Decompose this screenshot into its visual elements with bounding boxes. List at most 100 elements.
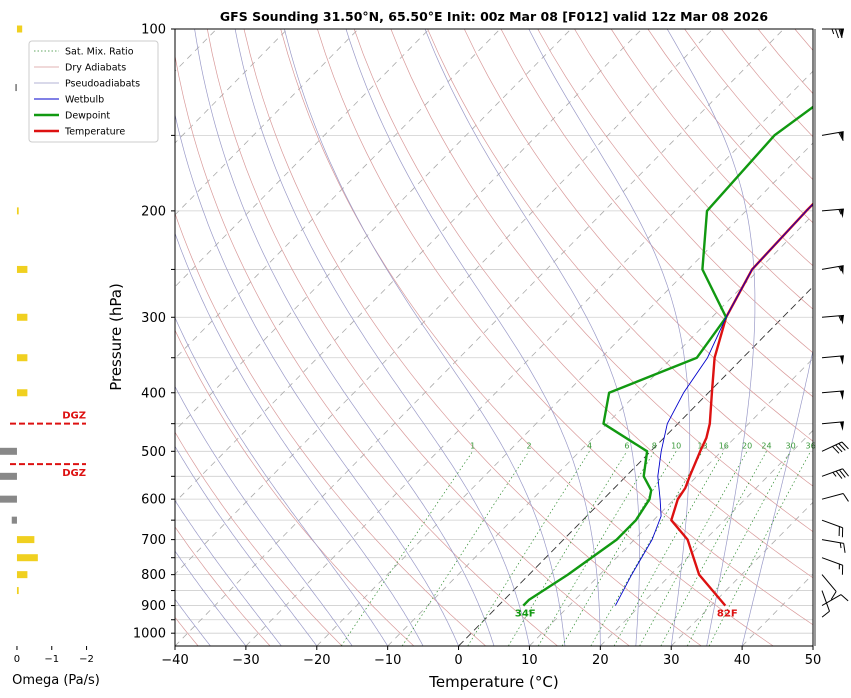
isotherm-line <box>175 29 501 360</box>
mixing-ratio-line <box>537 451 655 646</box>
barb-full <box>843 543 846 553</box>
y-tick-label: 500 <box>141 445 166 460</box>
isotherm-line <box>458 286 813 646</box>
pseudoadiabat-line <box>175 598 211 646</box>
plot-frame <box>174 28 814 647</box>
dry-adiabat-line <box>390 29 813 533</box>
wind-barb <box>821 265 844 275</box>
barb-full <box>835 444 843 453</box>
barb-full <box>838 28 843 39</box>
dry-adiabat-line <box>317 29 813 626</box>
barb-flag <box>839 265 844 275</box>
dry-adiabat-line <box>574 29 813 310</box>
mixing-ratio-line <box>401 451 530 646</box>
omega-bar <box>16 25 23 33</box>
barb-flag <box>839 131 844 141</box>
barb-half <box>838 266 842 272</box>
pseudoadiabat-line <box>741 348 813 646</box>
barb-half <box>832 472 837 477</box>
omega-bar <box>16 571 28 579</box>
isotherm-line <box>316 142 813 646</box>
omega-bar <box>16 265 28 273</box>
wind-barb <box>821 519 844 538</box>
y-tick-label: 700 <box>141 533 166 548</box>
omega-tick-label: 0 <box>14 654 20 665</box>
wind-barb <box>822 28 844 39</box>
mixing-ratio-line <box>341 451 473 646</box>
y-tick-label: 100 <box>141 23 166 38</box>
legend-label: Pseudoadiabats <box>65 79 140 90</box>
barb-full <box>835 470 843 479</box>
annotation-temperature: 82F <box>717 609 738 620</box>
wind-barb <box>821 208 844 219</box>
wind-barb <box>821 557 844 575</box>
pseudoadiabat-line <box>424 29 640 646</box>
dry-adiabat-line <box>721 29 813 138</box>
pseudoadiabat-line <box>194 29 495 646</box>
omega-axis-label: Omega (Pa/s) <box>12 673 100 688</box>
x-tick-label: 20 <box>592 653 609 668</box>
wind-barb <box>821 314 844 325</box>
wind-barb <box>821 594 849 607</box>
dgz-label: DGZ <box>62 411 86 422</box>
barb-shaft <box>821 539 844 544</box>
omega-bar <box>16 354 28 362</box>
mixing-ratio-label: 30 <box>786 441 796 450</box>
omega-bar <box>0 447 17 455</box>
annotation-dewpoint: 34F <box>515 609 536 620</box>
dry-adiabat-line <box>427 29 813 487</box>
dry-adiabat-line <box>175 431 343 646</box>
dry-adiabat-line <box>684 29 813 181</box>
barb-shaft <box>821 441 843 452</box>
isotherm-line <box>175 29 572 431</box>
omega-bar <box>16 313 28 321</box>
omega-bar <box>15 84 17 92</box>
barb-full <box>835 28 839 39</box>
barb-shaft <box>821 594 842 607</box>
barb-shaft <box>821 493 844 500</box>
isotherm-line <box>245 70 813 646</box>
legend-label: Wetbulb <box>65 95 104 106</box>
barb-shaft <box>821 574 837 592</box>
mixing-ratio-label: 10 <box>671 441 681 450</box>
barb-full <box>838 469 846 478</box>
mixing-ratio-label: 36 <box>805 441 815 450</box>
x-tick-label: −10 <box>374 653 401 668</box>
wind-barb <box>821 390 844 401</box>
barb-flag <box>840 29 844 38</box>
barb-shaft <box>821 208 844 212</box>
barb-shaft <box>821 131 844 136</box>
y-tick-label: 300 <box>141 311 166 326</box>
barb-half <box>839 542 842 549</box>
mixing-ratio-line <box>613 451 725 646</box>
mixing-ratio-line <box>467 451 590 646</box>
barb-flag <box>839 421 844 431</box>
y-tick-label: 900 <box>141 599 166 614</box>
mixing-ratio-label: 8 <box>652 441 657 450</box>
barb-full <box>832 446 840 454</box>
isotherm-line <box>600 429 813 646</box>
isotherm-line <box>175 29 714 575</box>
legend: Sat. Mix. Ratio Dry Adiabats Pseudoadiabat… <box>28 40 159 143</box>
wind-barb <box>821 539 846 553</box>
mixing-ratio-line <box>590 451 703 646</box>
barb-shaft <box>821 265 844 270</box>
barb-flag <box>839 315 844 325</box>
isotherm-line <box>175 29 643 503</box>
x-tick-label: 30 <box>663 653 680 668</box>
dry-adiabat-line <box>832 29 851 646</box>
omega-bar <box>16 536 35 544</box>
x-tick-label: 40 <box>734 653 751 668</box>
pseudoadiabat-line <box>284 29 566 646</box>
pseudoadiabat-line <box>528 29 691 646</box>
wind-barb <box>821 590 830 618</box>
pseudoadiabat-line <box>666 29 756 646</box>
series-wetbulb <box>615 203 813 606</box>
barb-full <box>842 493 849 502</box>
dry-adiabat-line <box>175 212 486 646</box>
wind-barb <box>821 355 844 365</box>
barb-shaft <box>821 557 843 566</box>
mixing-ratio-label: 2 <box>527 441 532 450</box>
barb-full <box>841 441 849 450</box>
